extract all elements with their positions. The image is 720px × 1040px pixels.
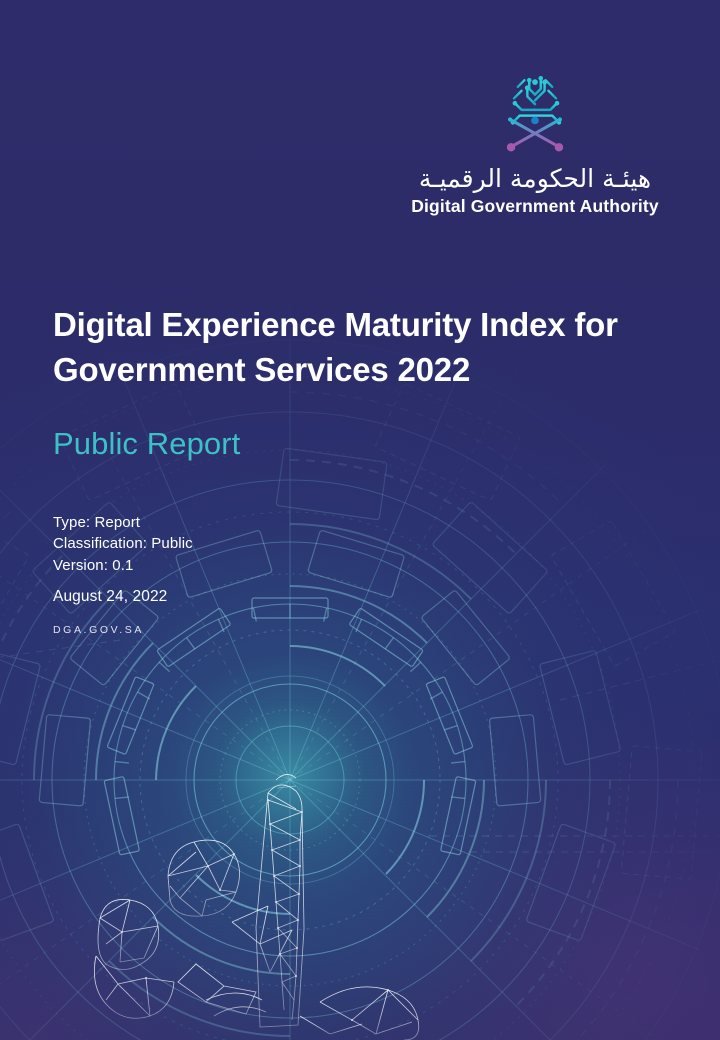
page-title-line-2: Government Services 2022 bbox=[53, 350, 471, 388]
metadata-type: Type: Report bbox=[53, 514, 141, 531]
dga-logo: هيئـة الحكومة الرقميـة Digital Governmen… bbox=[390, 62, 680, 216]
metadata-classification: Classification: Public bbox=[53, 535, 193, 553]
metadata-version: Version: 0.1 bbox=[53, 556, 134, 574]
dga-emblem-palm-and-swords bbox=[506, 75, 564, 152]
document-metadata: Type: Report Classification: Public Vers… bbox=[53, 512, 193, 638]
metadata-website: DGA.GOV.SA bbox=[53, 623, 144, 636]
page-title: Digital Experience Maturity Index for Go… bbox=[53, 303, 653, 393]
page-subtitle: Public Report bbox=[53, 426, 241, 461]
logo-english-name: Digital Government Authority bbox=[411, 196, 659, 216]
metadata-date: August 24, 2022 bbox=[53, 587, 168, 605]
metadata-spacer bbox=[53, 576, 193, 586]
logo-arabic-name: هيئـة الحكومة الرقميـة bbox=[418, 164, 652, 193]
page-title-line-1: Digital Experience Maturity Index for bbox=[53, 306, 618, 343]
